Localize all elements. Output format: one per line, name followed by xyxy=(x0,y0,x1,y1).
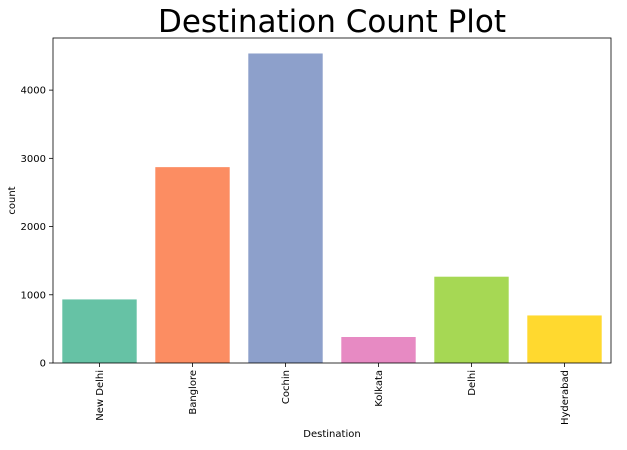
chart-title: Destination Count Plot xyxy=(158,4,506,40)
y-tick-label: 0 xyxy=(40,359,46,370)
x-tick-label: New Delhi xyxy=(95,370,106,421)
x-tick-label: Kolkata xyxy=(374,370,385,407)
x-axis-label: Destination xyxy=(303,429,360,440)
x-tick-label: Hyderabad xyxy=(560,370,571,425)
y-tick-label: 1000 xyxy=(21,290,46,301)
y-axis-label: count xyxy=(7,186,18,214)
bar-kolkata xyxy=(341,337,416,363)
bar-hyderabad xyxy=(527,315,602,363)
y-tick-label: 2000 xyxy=(21,222,46,233)
x-axis: New Delhi Banglore Cochin Kolkata Delhi Hyder… xyxy=(95,363,571,425)
y-axis: 0 1000 2000 3000 4000 xyxy=(21,86,53,370)
x-tick-label: Cochin xyxy=(281,370,292,404)
bar-delhi xyxy=(434,276,509,363)
bar-cochin xyxy=(248,53,323,364)
x-tick-label: Delhi xyxy=(467,370,478,396)
x-tick-label: Banglore xyxy=(188,370,199,415)
bars-group xyxy=(62,53,602,364)
y-tick-label: 3000 xyxy=(21,154,46,165)
bar-banglore xyxy=(155,167,230,363)
bar-new-delhi xyxy=(62,299,137,363)
y-tick-label: 4000 xyxy=(21,86,46,97)
plot-frame xyxy=(52,37,612,364)
